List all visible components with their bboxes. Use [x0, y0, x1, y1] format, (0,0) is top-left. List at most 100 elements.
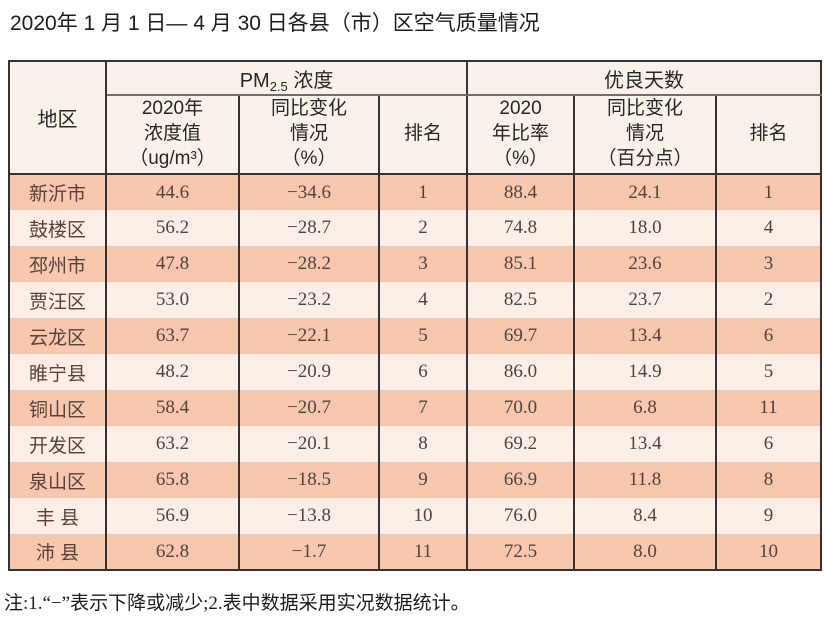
pm-label-rest: 浓度	[287, 69, 334, 92]
cell-good-rate: 70.0	[466, 390, 576, 426]
header-good-rate: 2020 年比率 （%）	[466, 95, 576, 175]
header-region: 地区	[8, 61, 107, 175]
cell-pm-rank: 5	[377, 318, 469, 354]
cell-good-rank: 1	[715, 174, 823, 210]
cell-region: 鼓楼区	[8, 210, 107, 246]
cell-pm-rank: 11	[377, 534, 469, 570]
cell-good-rank: 11	[715, 390, 823, 426]
cell-good-rank: 3	[715, 246, 823, 282]
cell-pm-value: 53.0	[105, 282, 240, 318]
cell-good-change: 23.7	[573, 282, 718, 318]
cell-region: 贾汪区	[8, 282, 107, 318]
table-row: 开发区 63.2 −20.1 8 69.2 13.4 6	[8, 426, 823, 462]
cell-good-rank: 6	[715, 318, 823, 354]
cell-good-change: 13.4	[573, 318, 718, 354]
page-title: 2020年 1 月 1 日— 4 月 30 日各县（市）区空气质量情况	[10, 12, 540, 35]
cell-good-rank: 5	[715, 354, 823, 390]
cell-pm-rank: 7	[377, 390, 469, 426]
cell-good-rate: 66.9	[466, 462, 576, 498]
pm-subscript: 2.5	[269, 78, 288, 94]
cell-good-rank: 6	[715, 426, 823, 462]
cell-good-change: 8.4	[573, 498, 718, 534]
table-row: 沛 县 62.8 −1.7 11 72.5 8.0 10	[8, 534, 823, 570]
cell-pm-value: 63.2	[105, 426, 240, 462]
pm-label: PM	[239, 69, 270, 92]
header-pm-change: 同比变化 情况 （%）	[238, 95, 380, 175]
cell-good-change: 8.0	[573, 534, 718, 570]
cell-pm-rank: 1	[377, 174, 469, 210]
cell-pm-change: −20.1	[238, 426, 380, 462]
cell-pm-rank: 8	[377, 426, 469, 462]
cell-pm-rank: 2	[377, 210, 469, 246]
cell-good-change: 24.1	[573, 174, 718, 210]
cell-region: 丰 县	[8, 498, 107, 534]
table-row: 铜山区 58.4 −20.7 7 70.0 6.8 11	[8, 390, 823, 426]
cell-pm-rank: 3	[377, 246, 469, 282]
cell-good-change: 6.8	[573, 390, 718, 426]
cell-pm-change: −13.8	[238, 498, 380, 534]
cell-pm-rank: 6	[377, 354, 469, 390]
cell-pm-change: −20.7	[238, 390, 380, 426]
cell-region: 开发区	[8, 426, 107, 462]
cell-pm-change: −18.5	[238, 462, 380, 498]
cell-good-rate: 69.7	[466, 318, 576, 354]
header-good-days-group: 优良天数	[466, 61, 823, 96]
table-body: 新沂市 44.6 −34.6 1 88.4 24.1 1 鼓楼区 56.2 −2…	[8, 174, 823, 570]
cell-good-rank: 4	[715, 210, 823, 246]
cell-region: 睢宁县	[8, 354, 107, 390]
cell-pm-change: −1.7	[238, 534, 380, 570]
cell-pm-value: 56.9	[105, 498, 240, 534]
cell-region: 泉山区	[8, 462, 107, 498]
cell-good-rate: 74.8	[466, 210, 576, 246]
cell-pm-change: −28.7	[238, 210, 380, 246]
cell-good-rate: 72.5	[466, 534, 576, 570]
cell-pm-value: 48.2	[105, 354, 240, 390]
cell-pm-value: 62.8	[105, 534, 240, 570]
cell-good-change: 11.8	[573, 462, 718, 498]
cell-good-rank: 10	[715, 534, 823, 570]
table-row: 邳州市 47.8 −28.2 3 85.1 23.6 3	[8, 246, 823, 282]
cell-good-change: 13.4	[573, 426, 718, 462]
cell-pm-value: 47.8	[105, 246, 240, 282]
cell-good-change: 23.6	[573, 246, 718, 282]
footnote: 注:1.“−”表示下降或减少;2.表中数据采用实况数据统计。	[4, 593, 470, 614]
table-row: 云龙区 63.7 −22.1 5 69.7 13.4 6	[8, 318, 823, 354]
cell-pm-change: −20.9	[238, 354, 380, 390]
cell-good-change: 18.0	[573, 210, 718, 246]
cell-good-rate: 69.2	[466, 426, 576, 462]
cell-good-rate: 86.0	[466, 354, 576, 390]
table-row: 贾汪区 53.0 −23.2 4 82.5 23.7 2	[8, 282, 823, 318]
table-row: 丰 县 56.9 −13.8 10 76.0 8.4 9	[8, 498, 823, 534]
table-row: 鼓楼区 56.2 −28.7 2 74.8 18.0 4	[8, 210, 823, 246]
table-header: 地区 PM2.5 浓度 优良天数 2020年 浓度值 （ug/m³） 同比变化 …	[8, 61, 823, 175]
cell-good-rate: 82.5	[466, 282, 576, 318]
cell-region: 铜山区	[8, 390, 107, 426]
cell-pm-value: 56.2	[105, 210, 240, 246]
header-good-change: 同比变化 情况 （百分点）	[573, 95, 718, 175]
table-row: 睢宁县 48.2 −20.9 6 86.0 14.9 5	[8, 354, 823, 390]
cell-pm-rank: 4	[377, 282, 469, 318]
cell-good-rate: 85.1	[466, 246, 576, 282]
header-detail-row: 2020年 浓度值 （ug/m³） 同比变化 情况 （%） 排名 2020 年比…	[9, 95, 823, 175]
cell-pm-value: 63.7	[105, 318, 240, 354]
header-pm25-group: PM2.5 浓度	[104, 61, 469, 96]
cell-pm-value: 58.4	[105, 390, 240, 426]
cell-pm-value: 44.6	[105, 174, 240, 210]
cell-good-rate: 76.0	[466, 498, 576, 534]
cell-good-change: 14.9	[573, 354, 718, 390]
cell-pm-rank: 10	[377, 498, 469, 534]
cell-pm-change: −22.1	[238, 318, 380, 354]
cell-pm-change: −34.6	[238, 174, 380, 210]
cell-good-rate: 88.4	[466, 174, 576, 210]
cell-good-rank: 8	[715, 462, 823, 498]
cell-region: 新沂市	[8, 174, 107, 210]
header-good-rank: 排名	[715, 95, 823, 175]
cell-region: 邳州市	[8, 246, 107, 282]
header-pm-rank: 排名	[377, 95, 469, 175]
cell-pm-change: −23.2	[238, 282, 380, 318]
table-row: 泉山区 65.8 −18.5 9 66.9 11.8 8	[8, 462, 823, 498]
table-row: 新沂市 44.6 −34.6 1 88.4 24.1 1	[8, 174, 823, 210]
cell-pm-rank: 9	[377, 462, 469, 498]
air-quality-table: 地区 PM2.5 浓度 优良天数 2020年 浓度值 （ug/m³） 同比变化 …	[8, 60, 823, 571]
header-pm-value: 2020年 浓度值 （ug/m³）	[105, 95, 240, 175]
